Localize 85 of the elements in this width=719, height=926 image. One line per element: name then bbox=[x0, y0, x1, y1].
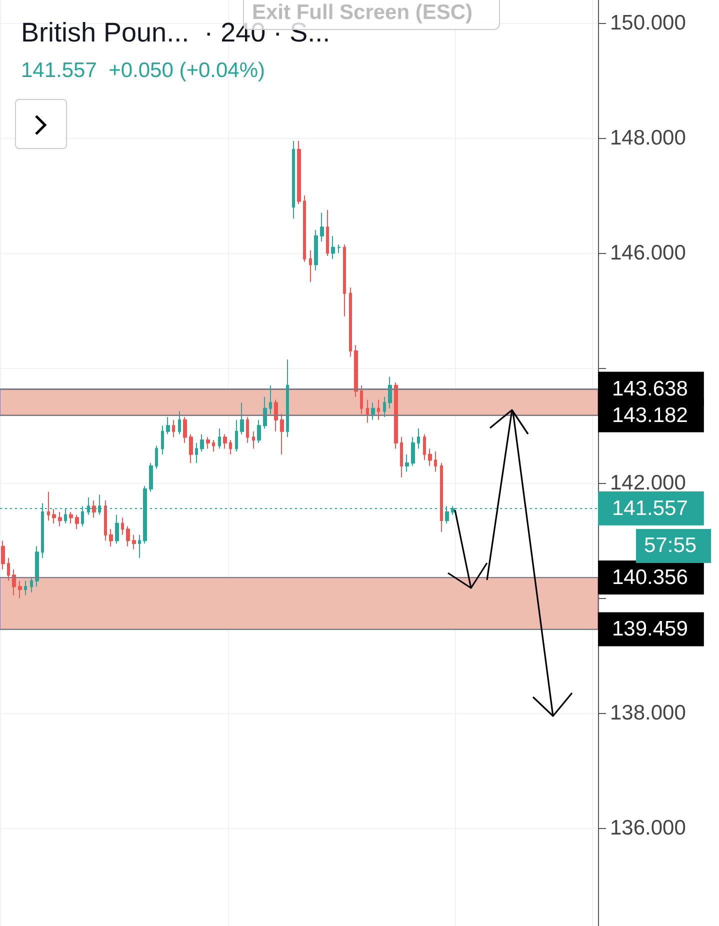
candlestick bbox=[47, 491, 50, 522]
candlestick bbox=[138, 534, 141, 558]
candlestick bbox=[235, 419, 238, 452]
candlestick bbox=[195, 442, 198, 464]
candlestick bbox=[75, 514, 79, 530]
candlestick bbox=[337, 244, 341, 254]
text: 57:55 bbox=[636, 528, 711, 563]
candlestick bbox=[200, 434, 204, 452]
y-tick-label: 136.000 bbox=[610, 816, 686, 840]
candlestick bbox=[58, 511, 62, 527]
candlestick bbox=[109, 528, 113, 547]
candlestick bbox=[360, 384, 363, 415]
candlestick bbox=[246, 416, 249, 444]
candlestick bbox=[155, 445, 158, 470]
candlestick bbox=[252, 430, 255, 450]
candlestick bbox=[428, 448, 432, 466]
candlestick bbox=[92, 500, 96, 518]
candlestick bbox=[161, 425, 164, 455]
candlestick bbox=[24, 580, 27, 596]
candlestick bbox=[383, 396, 386, 418]
candlestick bbox=[121, 517, 124, 536]
candlestick bbox=[7, 557, 10, 582]
candlestick bbox=[343, 244, 346, 317]
candlestick bbox=[35, 546, 39, 588]
candlestick bbox=[314, 230, 318, 271]
candlestick bbox=[405, 454, 409, 472]
ref-line-label: 141.557 bbox=[612, 496, 688, 520]
ref-line-label: 140.356 bbox=[612, 566, 688, 589]
candlestick bbox=[280, 414, 284, 455]
candlestick bbox=[212, 439, 215, 452]
candlestick bbox=[269, 384, 272, 415]
candlestick bbox=[303, 195, 306, 262]
candlestick bbox=[30, 578, 33, 593]
candlestick bbox=[52, 508, 56, 524]
candlestick bbox=[126, 526, 130, 547]
candlestick bbox=[132, 534, 136, 550]
candlestick bbox=[400, 436, 403, 478]
y-tick-label: 138.000 bbox=[610, 702, 686, 725]
candlestick bbox=[115, 514, 119, 544]
candlestick bbox=[104, 500, 107, 542]
candlestick bbox=[257, 419, 261, 444]
candlestick bbox=[12, 568, 16, 596]
candlestick bbox=[189, 434, 193, 464]
text: 141.557 +0.050 (+0.04%) bbox=[21, 59, 266, 82]
candlestick bbox=[178, 410, 181, 435]
candlestick bbox=[218, 428, 221, 450]
y-tick-label: 146.000 bbox=[610, 242, 686, 265]
candlestick bbox=[69, 511, 73, 524]
candlestick bbox=[440, 462, 443, 533]
candlestick bbox=[223, 434, 227, 450]
candlestick bbox=[349, 287, 352, 358]
candlestick bbox=[326, 209, 329, 256]
candlestick bbox=[263, 396, 267, 429]
candlestick bbox=[354, 344, 358, 398]
candlestick bbox=[394, 382, 398, 450]
candlestick bbox=[166, 416, 170, 435]
y-tick-label: 148.000 bbox=[610, 126, 686, 150]
candlestick bbox=[149, 462, 153, 492]
candlestick bbox=[434, 450, 437, 472]
ref-line-label: 139.459 bbox=[612, 618, 688, 641]
candlestick bbox=[183, 416, 187, 444]
candlestick bbox=[377, 399, 380, 420]
candlestick bbox=[411, 436, 415, 466]
candlestick bbox=[331, 235, 335, 260]
candlestick bbox=[423, 434, 426, 461]
candlestick bbox=[206, 436, 210, 450]
candlestick bbox=[417, 428, 420, 450]
candlestick bbox=[320, 212, 324, 242]
candlestick bbox=[274, 399, 278, 432]
candlestick bbox=[366, 399, 369, 424]
candlestick bbox=[18, 580, 22, 599]
ref-line-label: 143.638 bbox=[612, 377, 688, 400]
candlestick bbox=[309, 250, 312, 282]
candlestick bbox=[172, 419, 175, 438]
y-tick-label: 142.000 bbox=[610, 472, 686, 495]
candlestick bbox=[388, 376, 392, 409]
y-tick-label: 150.000 bbox=[610, 12, 686, 35]
candlestick bbox=[1, 540, 5, 570]
candlestick bbox=[297, 140, 301, 205]
candlestick bbox=[229, 439, 232, 455]
candlestick bbox=[292, 140, 295, 220]
candlestick bbox=[371, 402, 375, 420]
ref-line-label: 143.182 bbox=[612, 404, 688, 427]
candlestick bbox=[286, 358, 289, 438]
candlestick bbox=[240, 402, 244, 435]
